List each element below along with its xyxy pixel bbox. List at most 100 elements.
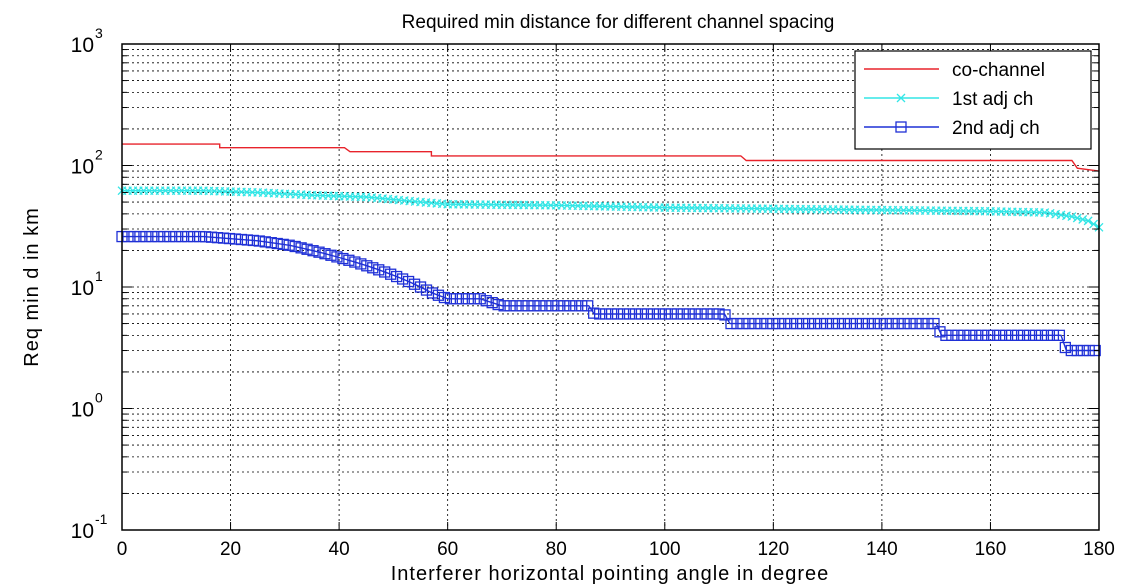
- y-tick-label: 10: [71, 156, 94, 179]
- data-point: [910, 317, 922, 330]
- data-point: [1067, 212, 1077, 222]
- data-point: [289, 240, 301, 253]
- data-point: [1011, 329, 1024, 341]
- data-point: [1029, 329, 1042, 341]
- data-point: [617, 308, 630, 320]
- data-point: [1017, 329, 1030, 341]
- data-point: [164, 230, 176, 243]
- data-point: [844, 317, 857, 330]
- data-point: [396, 273, 409, 285]
- data-point: [361, 260, 373, 272]
- data-point: [582, 300, 594, 312]
- data-point: [295, 242, 307, 254]
- y-tick-exponent: -1: [95, 511, 108, 527]
- data-point: [534, 300, 546, 312]
- data-point: [570, 300, 582, 312]
- data-point: [659, 308, 671, 320]
- y-tick-base: 10: [71, 156, 94, 179]
- data-point: [128, 230, 140, 243]
- y-tick-exponent: 0: [95, 390, 103, 406]
- data-point: [402, 275, 415, 288]
- data-point: [713, 308, 725, 320]
- data-point: [277, 238, 289, 251]
- data-point: [725, 317, 737, 330]
- data-point: [367, 262, 379, 274]
- data-point: [146, 230, 158, 243]
- y-tick-label: 10: [71, 520, 94, 543]
- data-point: [349, 256, 361, 268]
- data-point: [152, 230, 164, 243]
- y-tick-label: 10: [71, 277, 94, 300]
- y-tick-label: 10: [71, 34, 94, 57]
- series-2nd-adj-ch: [116, 230, 1101, 357]
- data-point: [868, 317, 880, 330]
- data-point: [880, 317, 892, 330]
- data-point: [1065, 344, 1077, 357]
- data-point: [976, 329, 988, 341]
- data-point: [283, 239, 295, 251]
- data-point: [193, 230, 206, 243]
- data-point: [689, 308, 701, 320]
- data-point: [1053, 329, 1066, 341]
- data-point: [874, 317, 886, 330]
- data-point: [862, 317, 874, 330]
- data-point: [886, 317, 898, 330]
- data-point: [319, 248, 331, 260]
- data-point: [217, 232, 230, 244]
- data-point: [558, 300, 570, 312]
- data-point: [999, 329, 1012, 341]
- data-point: [432, 289, 445, 301]
- legend-label: 2nd adj ch: [952, 118, 1040, 139]
- x-tick-label: 100: [649, 539, 681, 560]
- data-point: [629, 308, 642, 320]
- data-point: [140, 230, 152, 243]
- data-point: [952, 329, 964, 341]
- series-layer: [116, 143, 1104, 357]
- data-point: [623, 308, 636, 320]
- data-point: [337, 252, 349, 265]
- data-point: [695, 308, 707, 320]
- y-tick-label: 10: [71, 399, 94, 422]
- data-point: [379, 266, 391, 278]
- data-point: [540, 300, 552, 312]
- data-point: [737, 317, 749, 330]
- data-point: [271, 237, 283, 250]
- data-point: [211, 232, 224, 244]
- data-point: [313, 246, 325, 258]
- data-point: [588, 307, 600, 319]
- data-point: [492, 298, 504, 311]
- series-line: [122, 190, 1100, 228]
- data-point: [994, 329, 1006, 341]
- data-point: [355, 258, 367, 270]
- data-point: [647, 308, 660, 320]
- data-point: [1005, 329, 1018, 341]
- data-point: [1071, 344, 1083, 357]
- data-point: [982, 329, 994, 341]
- x-tick-labels: 0 20 40 60 80 100 120 140 160 180: [117, 539, 1115, 560]
- data-point: [1059, 341, 1071, 354]
- y-tick-exponent: 3: [95, 25, 103, 41]
- y-tick-base: 10: [71, 520, 94, 543]
- data-point: [1089, 219, 1099, 229]
- data-point: [683, 308, 695, 320]
- data-point: [791, 317, 803, 330]
- data-point: [343, 254, 355, 266]
- data-point: [390, 270, 403, 283]
- data-point: [504, 300, 516, 312]
- y-tick-base: 10: [71, 34, 94, 57]
- data-point: [510, 300, 522, 312]
- data-point: [779, 317, 791, 330]
- data-point: [408, 278, 421, 290]
- data-point: [808, 317, 821, 330]
- data-point: [474, 293, 486, 305]
- data-point: [325, 249, 337, 261]
- x-tick-label: 20: [220, 539, 241, 560]
- data-point: [199, 231, 212, 243]
- data-point: [229, 233, 242, 245]
- data-point: [940, 329, 952, 341]
- data-point: [516, 300, 528, 312]
- data-point: [593, 308, 606, 320]
- data-point: [898, 317, 910, 330]
- data-point: [450, 293, 463, 305]
